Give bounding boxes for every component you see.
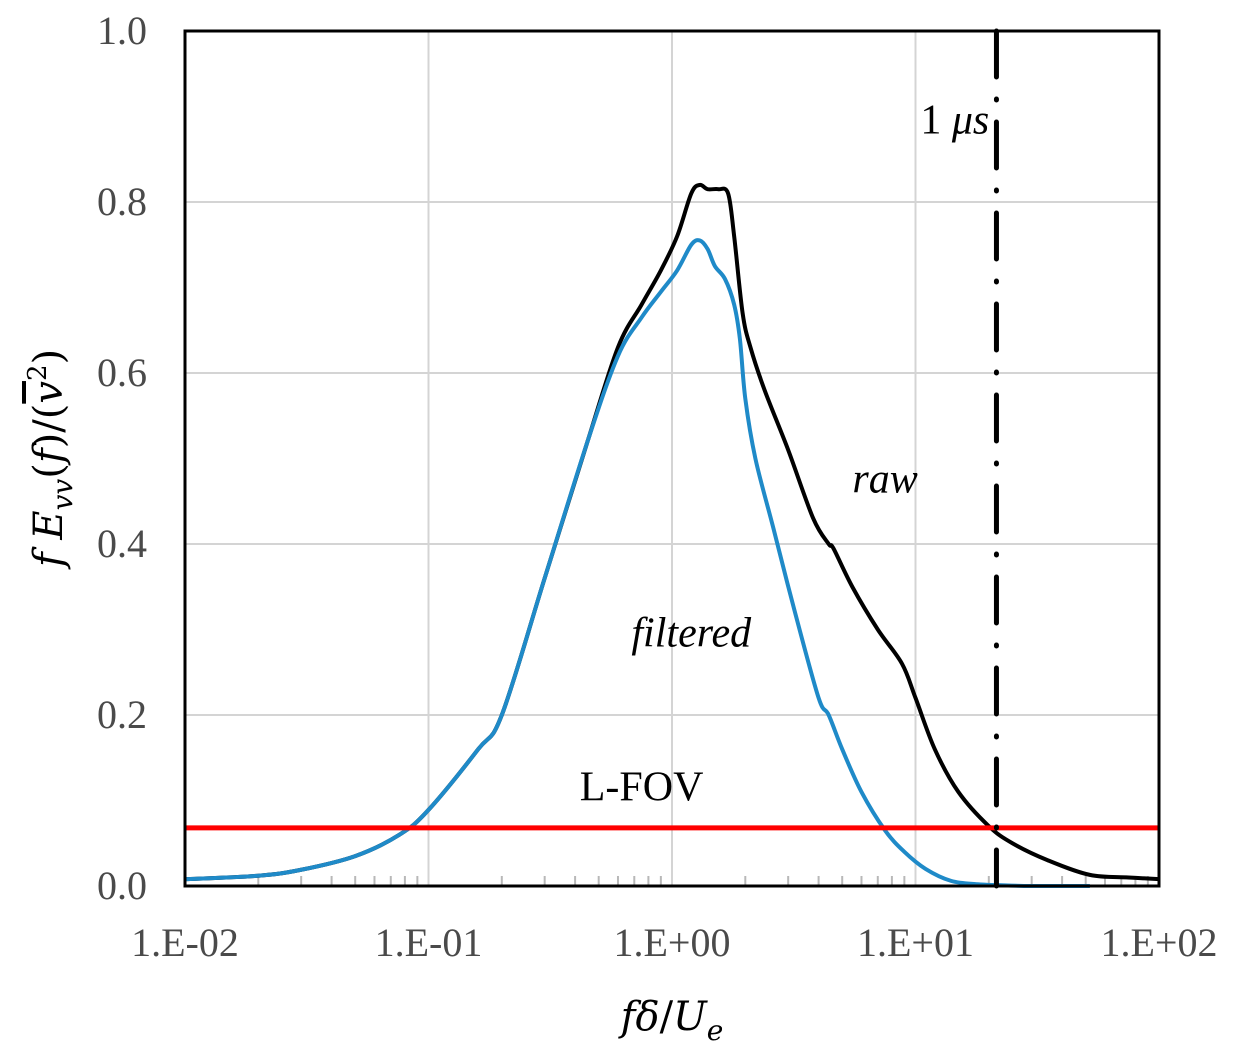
annotation-label: raw [852,457,917,503]
y-tick-labels: 0.0 0.2 0.4 0.6 0.8 1.0 [97,8,147,908]
y-tick-label: 0.8 [97,179,147,224]
plot-frame [183,29,1161,888]
annotation-label: 1 μs [920,98,989,144]
series-group [184,182,1160,889]
x-axis-title: fδ/Ue [618,994,724,1047]
x-tick-label: 1.E-02 [131,920,239,965]
x-tick-label: 1.E-01 [375,920,483,965]
y-tick-label: 0.0 [97,863,147,908]
annotation-label: L-FOV [580,765,704,811]
y-tick-label: 0.4 [97,521,147,566]
reference-lines [185,28,1159,889]
y-tick-label: 0.2 [97,692,147,737]
x-tick-label: 1.E+02 [1101,920,1218,965]
x-tick-label: 1.E+00 [614,920,731,965]
y-tick-label: 0.6 [97,350,147,395]
grid [184,30,1160,887]
x-tick-labels: 1.E-02 1.E-01 1.E+00 1.E+01 1.E+02 [131,920,1217,965]
x-tick-label: 1.E+01 [857,920,974,965]
annotations: raw filtered L-FOV 1 μs [580,98,990,811]
annotation-label: filtered [631,611,752,657]
series-line-filtered [184,238,1090,889]
y-tick-label: 1.0 [97,8,147,53]
y-axis-title: f Evv(f)/(v2) [23,349,79,570]
